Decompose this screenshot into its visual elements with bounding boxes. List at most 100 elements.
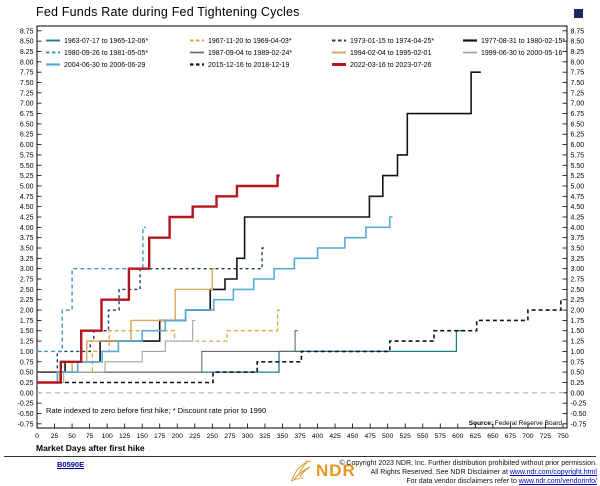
y-tick-label-right: 8.50: [571, 39, 585, 46]
legend-label-9: 2015-12-16 to 2018-12-19: [208, 62, 289, 69]
legend-label-2: 1973-01-15 to 1974-04-25*: [350, 38, 434, 45]
x-tick-label: 250: [207, 433, 219, 440]
x-tick-label: 700: [522, 433, 534, 440]
y-tick-label-left: 5.75: [20, 152, 34, 159]
y-tick-label-right: -0.75: [571, 421, 587, 428]
y-tick-label-left: 5.50: [20, 163, 34, 170]
y-tick-label-right: 5.00: [571, 183, 585, 190]
y-tick-label-left: 2.75: [20, 277, 34, 284]
x-tick-label: 750: [557, 433, 569, 440]
legend-label-5: 1987-09-04 to 1989-02-24*: [208, 50, 292, 57]
y-tick-label-right: 4.50: [571, 204, 585, 211]
y-tick-label-left: 1.75: [20, 318, 34, 325]
y-tick-label-left: 5.00: [20, 183, 34, 190]
x-tick-label: 150: [137, 433, 149, 440]
y-tick-label-left: 4.00: [20, 225, 34, 232]
series-line-3: [37, 71, 481, 373]
vendorinfo-link[interactable]: www.ndr.com/vendorinfo/: [518, 478, 597, 485]
y-tick-label-left: 8.50: [20, 39, 34, 46]
y-tick-label-left: 6.50: [20, 121, 34, 128]
ndr-logo-text: NDR: [316, 461, 356, 480]
y-tick-label-left: 7.75: [20, 70, 34, 77]
series-line-7: [37, 319, 196, 384]
y-tick-label-right: 1.75: [571, 318, 585, 325]
y-tick-label-left: 0.75: [20, 359, 34, 366]
y-tick-label-left: 1.00: [20, 349, 34, 356]
legend-label-8: 2004-06-30 to 2006-06-29: [64, 62, 145, 69]
y-tick-label-left: 5.25: [20, 173, 34, 180]
report-id-link[interactable]: B0590E: [57, 460, 85, 469]
y-tick-label-right: 3.00: [571, 266, 585, 273]
x-tick-label: 650: [487, 433, 499, 440]
y-tick-label-right: 5.75: [571, 152, 585, 159]
y-tick-label-left: -0.75: [18, 421, 34, 428]
x-tick-label: 25: [51, 433, 59, 440]
copyright-block: © Copyright 2023 NDR, Inc. Further distr…: [339, 459, 597, 486]
footer-divider: [4, 456, 596, 457]
y-tick-label-right: 7.25: [571, 90, 585, 97]
copyright-line-1: © Copyright 2023 NDR, Inc. Further distr…: [339, 460, 597, 467]
y-tick-label-left: 0.50: [20, 370, 34, 377]
y-tick-label-right: 4.75: [571, 194, 585, 201]
x-tick-label: 400: [312, 433, 324, 440]
y-tick-label-right: 8.75: [571, 28, 585, 35]
footnote: Rate indexed to zero before first hike; …: [46, 406, 266, 415]
y-tick-label-right: 3.25: [571, 256, 585, 263]
series-line-8: [37, 216, 393, 384]
x-tick-label: 500: [382, 433, 394, 440]
x-tick-label: 475: [364, 433, 376, 440]
y-tick-label-right: 3.50: [571, 246, 585, 253]
y-tick-label-right: 2.75: [571, 277, 585, 284]
y-tick-label-right: 6.50: [571, 121, 585, 128]
x-tick-label: 425: [329, 433, 341, 440]
y-tick-label-right: 7.00: [571, 101, 585, 108]
y-tick-label-right: 6.25: [571, 132, 585, 139]
series-line-1: [37, 309, 281, 373]
legend-label-10: 2022-03-16 to 2023-07-26: [350, 62, 431, 69]
corner-marker: [574, 9, 583, 18]
y-tick-label-left: 2.00: [20, 308, 34, 315]
x-tick-label: 325: [259, 433, 271, 440]
y-tick-label-left: 8.00: [20, 59, 34, 66]
y-tick-label-right: 0.25: [571, 380, 585, 387]
source-note: Source: Federal Reserve Board: [469, 420, 563, 427]
legend-label-7: 1999-06-30 to 2000-05-16: [481, 50, 562, 57]
y-tick-label-left: 6.25: [20, 132, 34, 139]
y-tick-label-right: 1.50: [571, 328, 585, 335]
y-tick-label-left: 3.00: [20, 266, 34, 273]
y-tick-label-left: 3.50: [20, 246, 34, 253]
y-tick-label-left: 2.50: [20, 287, 34, 294]
x-tick-label: 450: [347, 433, 359, 440]
legend-label-4: 1980-09-26 to 1981-05-05*: [64, 50, 148, 57]
x-tick-label: 675: [505, 433, 517, 440]
copyright-line-3: For data vendor disclaimers refer to www…: [406, 478, 597, 485]
series-line-9: [37, 298, 563, 384]
legend-label-1: 1967-11-20 to 1969-04-03*: [208, 38, 292, 45]
legend-label-3: 1977-08-31 to 1980-02-15*: [481, 38, 565, 45]
y-tick-label-right: 8.25: [571, 49, 585, 56]
x-tick-label: 300: [242, 433, 254, 440]
x-tick-label: 275: [224, 433, 236, 440]
x-tick-label: 550: [417, 433, 429, 440]
y-tick-label-right: 2.25: [571, 297, 585, 304]
plot-frame: [36, 25, 568, 429]
y-tick-label-left: 7.25: [20, 90, 34, 97]
y-tick-label-right: 5.50: [571, 163, 585, 170]
y-tick-label-right: -0.50: [571, 411, 587, 418]
y-tick-label-left: 3.25: [20, 256, 34, 263]
x-tick-label: 625: [470, 433, 482, 440]
y-tick-label-left: 4.50: [20, 204, 34, 211]
y-tick-label-right: -0.25: [571, 401, 587, 408]
x-tick-label: 225: [189, 433, 201, 440]
y-tick-label-right: 2.00: [571, 308, 585, 315]
legend-label-6: 1994-02-04 to 1995-02-01: [350, 50, 431, 57]
x-tick-label: 600: [452, 433, 464, 440]
y-tick-label-right: 4.00: [571, 225, 585, 232]
y-tick-label-left: 1.50: [20, 328, 34, 335]
x-tick-label: 375: [294, 433, 306, 440]
y-tick-label-right: 6.00: [571, 142, 585, 149]
copyright-link[interactable]: www.ndr.com/copyright.html: [509, 469, 597, 476]
y-tick-label-left: 4.75: [20, 194, 34, 201]
x-tick-label: 100: [101, 433, 113, 440]
